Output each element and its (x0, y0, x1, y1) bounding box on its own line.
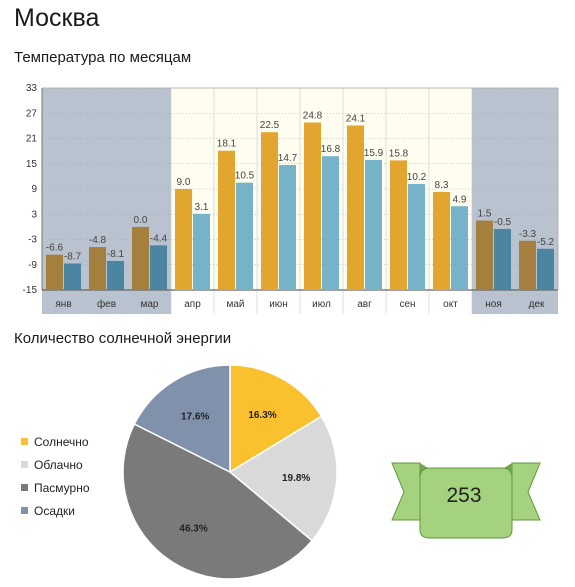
bar-series-a (476, 220, 493, 290)
bar-value-label: 18.1 (217, 139, 237, 150)
legend-item: Пасмурно (21, 476, 90, 499)
bar-value-label: 14.7 (278, 153, 298, 164)
bar-series-a (175, 189, 192, 290)
bar-series-b (236, 182, 253, 290)
bar-series-a (390, 160, 407, 290)
bar-series-b (64, 263, 81, 290)
bar-value-label: 8.3 (435, 180, 449, 191)
y-tick-label: 27 (26, 108, 38, 119)
pie-legend: Солнечно Облачно Пасмурно Осадки (21, 430, 90, 522)
y-tick-label: -9 (28, 260, 37, 271)
bar-series-a (89, 247, 106, 290)
legend-swatch (21, 507, 28, 514)
y-tick-label: 33 (26, 83, 38, 94)
bar-value-label: 15.9 (364, 148, 384, 159)
legend-label: Пасмурно (34, 480, 90, 495)
bar-value-label: -0.5 (494, 217, 512, 228)
pie-slice (228, 415, 338, 542)
pie-slice-label: 19.8% (282, 473, 310, 484)
bar-value-label: 4.9 (453, 194, 467, 205)
bar-series-b (279, 165, 296, 290)
bar-value-label: -4.8 (89, 235, 107, 246)
pie-slice-label: 16.3% (248, 410, 276, 421)
bar-value-label: 16.8 (321, 144, 341, 155)
bar-series-b (451, 206, 468, 290)
ribbon-panel (419, 467, 513, 539)
bar-value-label: 1.5 (478, 209, 492, 220)
bar-value-label: 24.1 (346, 113, 366, 124)
legend-swatch (21, 438, 28, 445)
pie-slice-label: 46.3% (179, 523, 207, 534)
bar-series-b (408, 183, 425, 290)
bar-series-b (537, 248, 554, 290)
legend-swatch (21, 484, 28, 491)
x-tick-label: ноя (485, 299, 502, 310)
legend-label: Облачно (34, 457, 83, 472)
bar-value-label: 22.5 (260, 120, 280, 131)
bar-series-a (519, 240, 536, 290)
x-tick-label: сен (399, 299, 415, 310)
bar-series-a (347, 125, 364, 291)
city-title: Москва (14, 4, 100, 32)
temperature-chart-title: Температура по месяцам (14, 49, 192, 66)
bar-value-label: 3.1 (195, 202, 209, 213)
bar-value-label: -4.4 (150, 233, 168, 244)
x-tick-label: апр (184, 299, 201, 310)
y-tick-label: 15 (26, 159, 38, 170)
bar-value-label: -5.2 (537, 237, 555, 248)
badge-value: 253 (446, 484, 482, 507)
bar-series-b (322, 156, 339, 290)
legend-label: Осадки (34, 503, 75, 518)
legend-item: Облачно (21, 453, 90, 476)
bar-series-b (193, 213, 210, 290)
x-tick-label: авг (357, 299, 372, 310)
sunshine-chart-title: Количество солнечной энергии (14, 330, 232, 347)
bar-series-a (218, 150, 235, 290)
bar-value-label: -8.1 (107, 249, 125, 260)
pie-slice-label: 17.6% (181, 412, 209, 423)
x-tick-label: дек (529, 299, 545, 310)
x-tick-label: окт (443, 299, 458, 310)
bar-value-label: 15.8 (389, 148, 409, 159)
bar-series-a (304, 122, 321, 290)
pie-slice (133, 364, 231, 474)
legend-item: Осадки (21, 499, 90, 522)
y-tick-label: 3 (31, 209, 37, 220)
y-tick-label: -3 (28, 235, 37, 246)
pie-slice (122, 423, 314, 580)
bar-value-label: 24.8 (303, 111, 323, 122)
bar-value-label: 10.5 (235, 171, 255, 182)
bar-series-a (46, 254, 63, 290)
x-tick-label: июн (269, 299, 288, 310)
bar-value-label: 9.0 (177, 177, 191, 188)
bar-series-b (107, 260, 124, 290)
bar-value-label: 0.0 (134, 215, 148, 226)
y-tick-label: 9 (31, 184, 37, 195)
bar-series-a (261, 132, 278, 290)
x-tick-label: янв (55, 299, 71, 310)
bar-series-a (132, 226, 149, 290)
ribbon-left-tail (391, 462, 421, 521)
bar-series-a (433, 191, 450, 290)
bar-value-label: -6.6 (46, 243, 64, 254)
x-tick-label: май (226, 299, 244, 310)
x-tick-label: мар (141, 299, 159, 310)
legend-swatch (21, 461, 28, 468)
bar-series-b (494, 228, 511, 290)
y-tick-label: -15 (23, 285, 38, 296)
bar-series-b (365, 159, 382, 290)
legend-item: Солнечно (21, 430, 90, 453)
legend-label: Солнечно (34, 434, 89, 449)
ribbon-right-tail (511, 462, 541, 521)
x-tick-label: фев (97, 298, 116, 310)
bar-value-label: -8.7 (64, 251, 82, 262)
pie-slice (229, 364, 323, 474)
bar-value-label: -3.3 (519, 229, 537, 240)
y-tick-label: 21 (26, 134, 38, 145)
x-tick-label: июл (312, 299, 331, 310)
bar-series-b (150, 245, 167, 290)
bar-value-label: 10.2 (407, 172, 427, 183)
ribbon-badge (391, 462, 541, 539)
